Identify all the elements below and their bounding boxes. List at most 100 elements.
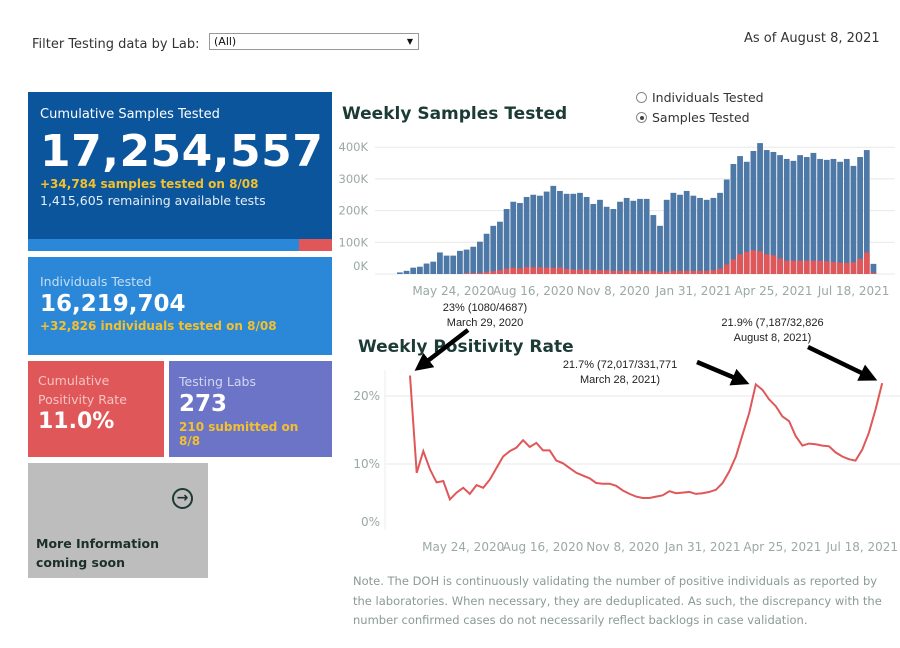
- bar-positive: [697, 270, 703, 274]
- bar-positive: [497, 270, 503, 274]
- annotation-second-peak: 21.7% (72,017/331,771 March 28, 2021): [555, 358, 685, 388]
- bar-total: [790, 160, 797, 274]
- bar-positive: [790, 260, 797, 274]
- bar-total: [777, 155, 783, 274]
- x-tick-label: Apr 25, 2021: [743, 540, 821, 554]
- bar-total: [697, 197, 703, 274]
- y-tick-label: 0K: [353, 259, 368, 273]
- x-tick-label: Jan 31, 2021: [664, 540, 741, 554]
- filter-label: Filter Testing data by Lab:: [32, 37, 200, 52]
- bar-positive: [823, 261, 830, 274]
- bar-positive: [850, 262, 857, 274]
- bar-total: [670, 192, 677, 274]
- bar-total: [637, 198, 643, 274]
- bar-total: [423, 263, 430, 274]
- card-value: 16,219,704: [40, 291, 186, 317]
- more-information-card[interactable]: → More Information coming soon: [28, 463, 208, 578]
- bar-total: [583, 196, 590, 274]
- bar-positive: [717, 268, 723, 274]
- bar-positive: [777, 258, 783, 274]
- bar-total: [403, 270, 410, 274]
- caret-down-icon: ▼: [406, 37, 413, 46]
- x-tick-label: May 24, 2020: [422, 540, 504, 554]
- card-title: Individuals Tested: [40, 274, 152, 289]
- bar-total: [797, 155, 803, 274]
- x-tick-label: Apr 25, 2021: [735, 284, 813, 298]
- bar-total: [857, 157, 863, 274]
- bar-total: [457, 250, 463, 274]
- bar-total: [690, 195, 697, 274]
- bar-total: [517, 202, 523, 274]
- y-tick-label: 20%: [353, 389, 380, 403]
- y-tick-label: 200K: [339, 204, 369, 218]
- bar-total: [510, 201, 517, 274]
- bar-positive: [643, 271, 650, 274]
- radio-button[interactable]: [636, 112, 647, 123]
- bar-total: [463, 249, 470, 274]
- annotation-line: March 28, 2021): [579, 374, 661, 386]
- bar-total: [483, 233, 490, 274]
- annotation-line: March 29, 2020: [446, 317, 524, 329]
- bar-total: [863, 150, 870, 274]
- arrow-circle-right-icon[interactable]: →: [172, 488, 193, 509]
- lab-filter-select[interactable]: (All) ▼: [209, 33, 419, 50]
- bar-total: [543, 191, 550, 274]
- bar-positive: [617, 270, 623, 274]
- bar-positive: [630, 270, 637, 274]
- bar-total: [597, 199, 603, 274]
- bar-total: [743, 161, 750, 274]
- bar-total: [657, 225, 663, 274]
- bar-positive: [730, 259, 737, 274]
- bar-total: [823, 159, 830, 274]
- bar-positive: [590, 270, 597, 274]
- bar-total: [770, 151, 777, 274]
- bar-positive: [743, 251, 750, 274]
- bar-positive: [737, 254, 743, 274]
- bar-total: [563, 193, 570, 274]
- annotation-first-peak: 23% (1080/4687) March 29, 2020: [420, 301, 550, 331]
- bar-total: [410, 267, 417, 274]
- bar-total: [417, 266, 423, 274]
- bar-positive: [750, 250, 757, 274]
- bar-total: [617, 201, 623, 274]
- title-line-1: More Information: [36, 536, 159, 551]
- bar-total: [730, 164, 737, 274]
- bar-positive: [670, 270, 677, 274]
- y-tick-label: 400K: [339, 140, 369, 154]
- x-tick-label: Aug 16, 2020: [493, 284, 574, 298]
- bar-total: [783, 158, 790, 274]
- bar-total: [437, 252, 443, 274]
- bar-positive: [603, 270, 610, 274]
- bar-positive: [677, 270, 683, 274]
- lab-filter-value: (All): [214, 35, 237, 48]
- bar-total: [477, 241, 483, 274]
- title-line-2: coming soon: [36, 555, 126, 570]
- bar-positive: [623, 270, 630, 274]
- bar-positive: [550, 267, 557, 274]
- y-tick-label: 300K: [339, 172, 369, 186]
- x-tick-label: Aug 16, 2020: [503, 540, 584, 554]
- bar-positive: [477, 273, 483, 274]
- bar-positive: [817, 260, 823, 274]
- bar-positive: [857, 258, 863, 274]
- radio-samples-tested[interactable]: Samples Tested: [636, 110, 750, 125]
- annotation-latest: 21.9% (7,187/32,826 August 8, 2021): [705, 316, 840, 346]
- bar-positive: [570, 269, 577, 274]
- bar-total: [817, 158, 823, 274]
- bar-positive: [870, 272, 877, 274]
- bar-total: [570, 193, 577, 274]
- bar-positive: [783, 260, 790, 274]
- radio-button[interactable]: [636, 92, 647, 103]
- bar-positive: [610, 270, 617, 274]
- bar-positive: [690, 270, 697, 274]
- bar-positive: [703, 270, 710, 274]
- card-sub: 210 submitted on 8/8: [179, 420, 299, 448]
- bar-positive: [663, 271, 670, 274]
- bar-positive: [657, 271, 663, 274]
- radio-individuals-tested[interactable]: Individuals Tested: [636, 90, 764, 105]
- bar-positive: [650, 270, 657, 274]
- card-value: 17,254,557: [40, 126, 324, 177]
- bar-total: [683, 190, 690, 274]
- bar-positive: [530, 267, 537, 274]
